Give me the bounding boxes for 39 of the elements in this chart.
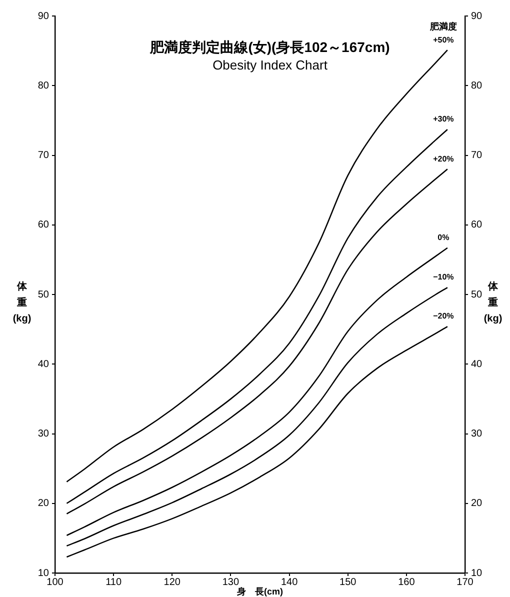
y-tick-label: 80: [38, 80, 50, 92]
y2-tick-label: 60: [471, 220, 483, 231]
y2-tick-label: 30: [471, 428, 483, 440]
text: 肥満度判定曲線(女)(身長102～167cm): [149, 38, 390, 55]
y2-tick-label: 80: [471, 80, 483, 92]
y2-tick-label: 50: [471, 289, 483, 300]
y2-axis-title: 体重(kg): [484, 280, 502, 324]
y-tick-label: 50: [38, 289, 50, 300]
y2-tick-label: 20: [471, 498, 483, 510]
series-label: +20%: [433, 154, 454, 164]
x-tick-label: 150: [340, 576, 357, 588]
x-tick-label: 170: [456, 576, 474, 588]
y-tick-label: 70: [38, 150, 50, 161]
y-tick-label: 20: [38, 498, 50, 510]
y2-tick-label: 10: [471, 568, 483, 579]
y-tick-label: 10: [38, 568, 50, 579]
y-tick-label: 60: [38, 220, 50, 231]
y2-tick-label: 90: [471, 10, 483, 22]
x-tick-label: 110: [106, 576, 122, 588]
y2-tick-label: 70: [471, 150, 483, 161]
y-tick-label: 40: [38, 358, 50, 370]
x-tick-label: 100: [46, 576, 64, 588]
series-label: +30%: [433, 114, 454, 124]
x-axis-title: 身 長(cm): [236, 586, 284, 596]
x-tick-label: 130: [222, 576, 240, 588]
x-tick-label: 140: [280, 576, 298, 588]
x-tick-label: 120: [164, 576, 181, 588]
x-tick-label: 160: [398, 576, 416, 588]
series-label: +50%: [433, 35, 454, 44]
y-tick-label: 30: [38, 428, 50, 440]
text: Obesity Index Chart: [212, 58, 328, 73]
y2-tick-label: 40: [471, 358, 483, 370]
y-tick-label: 90: [38, 10, 50, 22]
series-label: −20%: [433, 312, 454, 321]
annotation: 肥満度: [428, 22, 457, 32]
series-label: −10%: [433, 272, 454, 282]
series-label: 0%: [438, 233, 450, 242]
line-series: [66, 326, 448, 558]
y-axis-title: 体重(kg): [12, 280, 32, 324]
